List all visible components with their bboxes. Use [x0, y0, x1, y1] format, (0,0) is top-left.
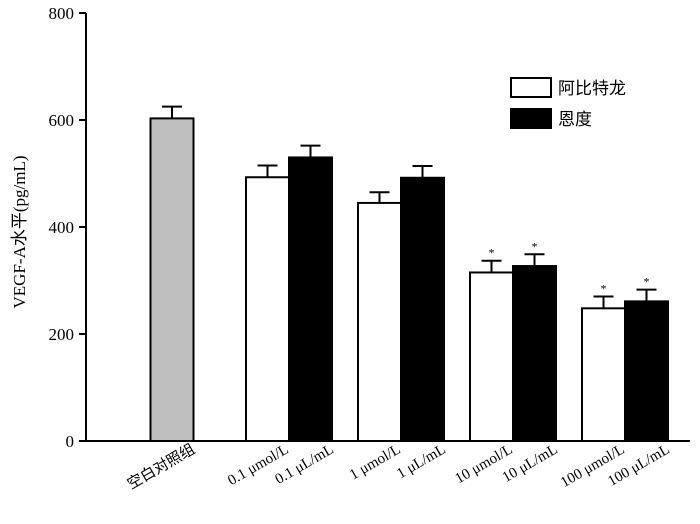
- y-tick-label: 0: [66, 432, 75, 451]
- significance-marker: *: [601, 282, 607, 296]
- y-tick-label: 800: [49, 4, 75, 23]
- legend-swatch: [510, 77, 552, 98]
- legend-swatch: [510, 108, 552, 129]
- significance-marker: *: [532, 239, 538, 253]
- bar-series2: [288, 156, 333, 442]
- y-axis-label: VEGF-A水平(pg/mL): [10, 156, 29, 309]
- x-label-series1: 1 μmol/L: [347, 442, 403, 484]
- bar-series2: [624, 300, 669, 442]
- bars: * * * *: [149, 105, 669, 443]
- significance-marker: *: [644, 275, 650, 289]
- x-label-series2: 1 μL/mL: [394, 442, 448, 483]
- bar-series1: [357, 201, 402, 442]
- x-label-control: 空白对照组: [125, 441, 198, 493]
- significance-marker: *: [489, 246, 495, 260]
- legend-label: 恩度: [558, 110, 592, 129]
- y-tick-label: 200: [49, 325, 75, 344]
- y-tick-label: 600: [49, 111, 75, 130]
- bar-series1: [581, 307, 626, 442]
- bar-series1: [245, 176, 290, 442]
- bar-series2: [400, 176, 445, 442]
- bar-control: [149, 117, 195, 443]
- bar-series1: [469, 271, 514, 442]
- y-tick-label: 400: [49, 218, 75, 237]
- x-category-labels: 空白对照组 0.1 μmol/L0.1 μL/mL 1 μmol/L1 μL/mL 1…: [125, 441, 673, 493]
- legend-label: 阿比特龙: [558, 79, 626, 98]
- bar-series2: [512, 265, 557, 442]
